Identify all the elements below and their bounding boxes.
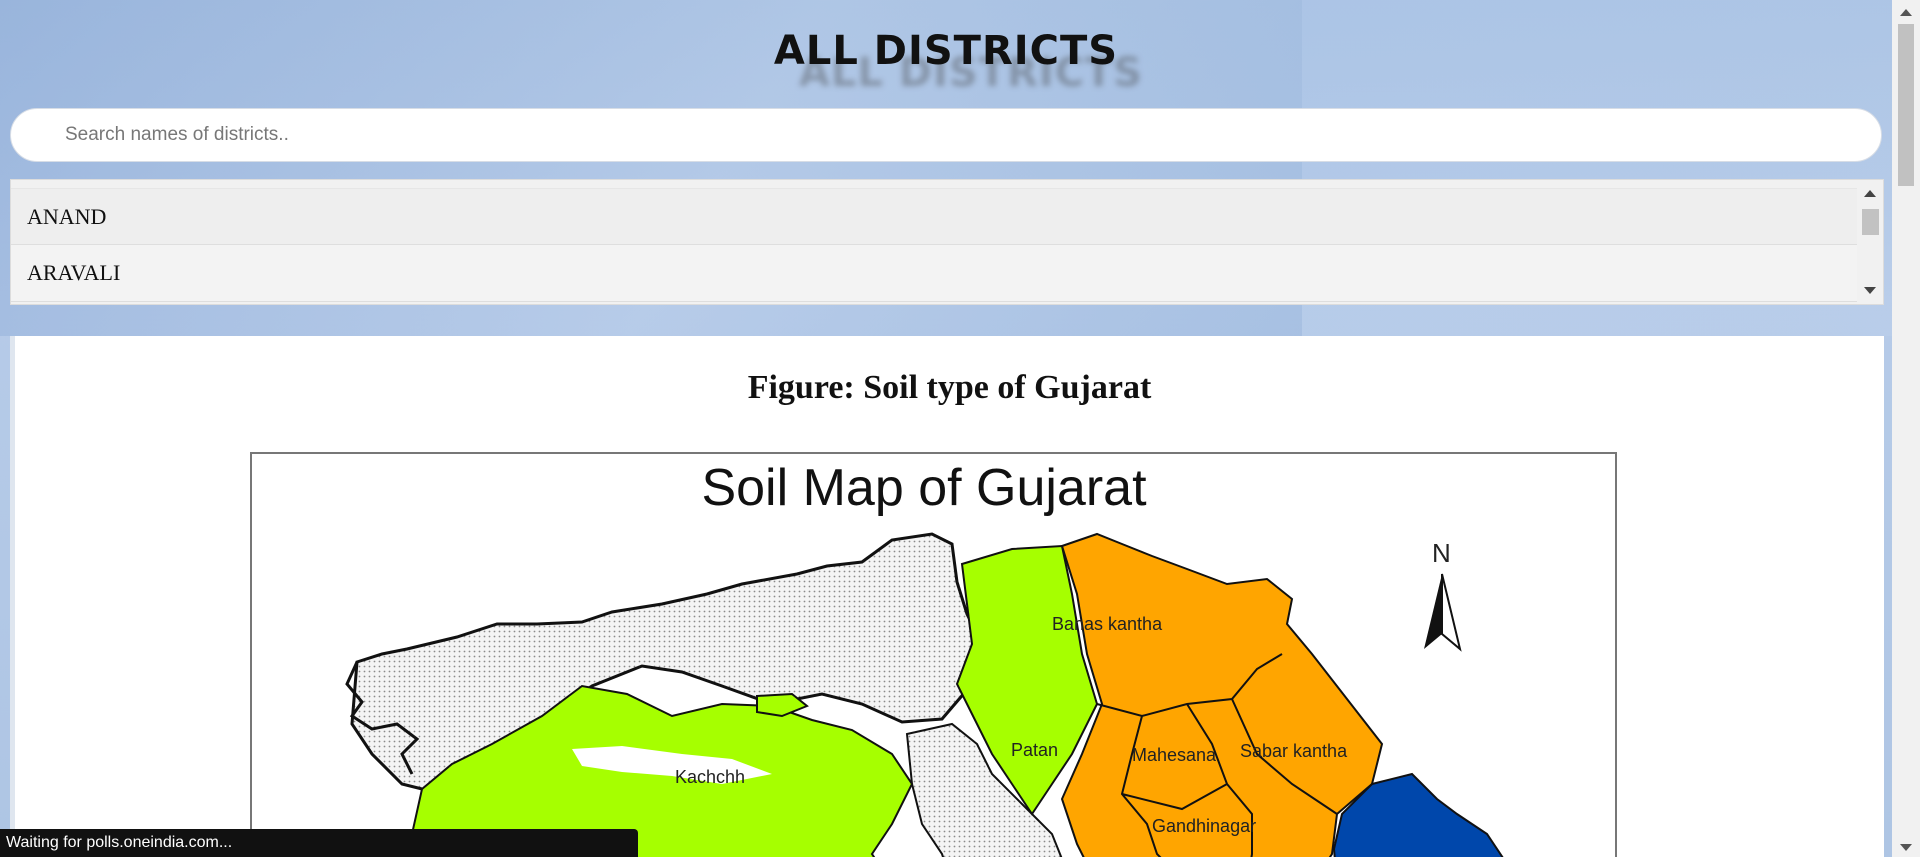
map-boundaries <box>1096 653 1338 857</box>
scroll-thumb[interactable] <box>1862 209 1879 235</box>
search-box[interactable] <box>10 108 1882 162</box>
page-scrollbar[interactable] <box>1892 0 1920 857</box>
label-sabar-kantha: Sabar kantha <box>1240 741 1348 761</box>
map-title: Soil Map of Gujarat <box>701 459 1147 517</box>
soil-map-image: Soil Map of Gujarat <box>250 452 1617 857</box>
label-patan: Patan <box>1011 740 1058 760</box>
list-item-aravali[interactable]: ARAVALI <box>11 245 1858 302</box>
search-input[interactable] <box>63 123 1847 147</box>
page-title: ALL DISTRICTS <box>773 28 1119 74</box>
page-scroll-up-icon[interactable] <box>1900 9 1912 16</box>
scroll-up-arrow-icon[interactable] <box>1864 190 1876 197</box>
figure-caption: Figure: Soil type of Gujarat <box>747 369 1152 406</box>
status-bar: Waiting for polls.oneindia.com... <box>0 829 638 857</box>
district-items: ANAND ARAVALI <box>11 188 1858 302</box>
north-arrow-icon <box>1424 573 1462 652</box>
page-scroll-down-icon[interactable] <box>1900 844 1912 851</box>
map-coast-detail <box>345 661 420 775</box>
map-region-dotted-inner <box>905 722 1063 857</box>
district-list-scrollbar[interactable] <box>1857 180 1883 304</box>
map-region-orange <box>1060 532 1384 857</box>
page-header: ALL DISTRICTS ALL DISTRICTS <box>0 20 1892 100</box>
label-mahesana: Mahesana <box>1132 745 1217 765</box>
label-gandhinagar: Gandhinagar <box>1152 816 1256 836</box>
page-title-shadow: ALL DISTRICTS <box>798 50 1144 96</box>
north-label: N <box>1432 538 1451 568</box>
soil-map-drawing: N Banas kantha Patan Kachchh Mahesana Sa… <box>345 532 1504 857</box>
district-list[interactable]: ANAND ARAVALI <box>10 179 1884 305</box>
label-kachchh: Kachchh <box>675 767 745 787</box>
label-banas-kantha: Banas kantha <box>1052 614 1163 634</box>
map-salt-patch <box>572 746 772 784</box>
map-region-blue <box>1332 772 1504 857</box>
scroll-down-arrow-icon[interactable] <box>1864 287 1876 294</box>
page-scroll-thumb[interactable] <box>1898 24 1914 186</box>
content-card: Figure: Soil type of Gujarat Soil Map of… <box>10 336 1884 857</box>
list-item-anand[interactable]: ANAND <box>11 188 1858 245</box>
map-region-patan <box>955 544 1099 816</box>
map-small-patch <box>756 692 809 718</box>
